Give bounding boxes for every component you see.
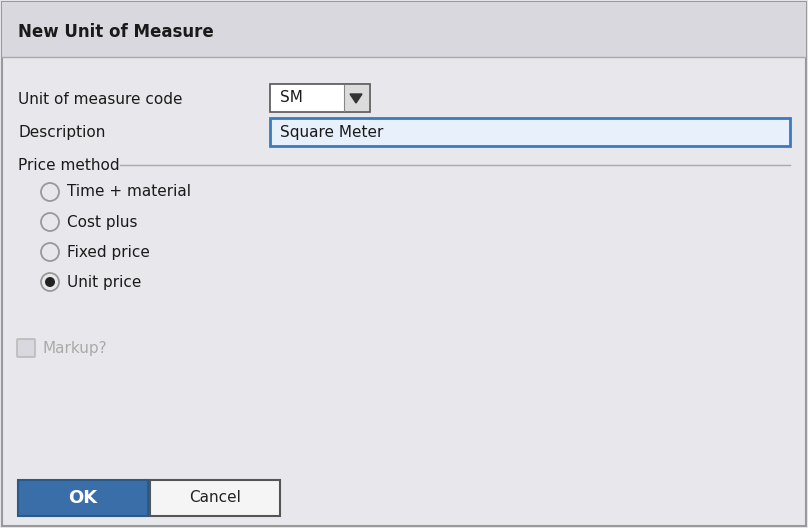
FancyBboxPatch shape: [270, 118, 790, 146]
Text: Price method: Price method: [18, 157, 120, 173]
Text: Unit of measure code: Unit of measure code: [18, 92, 183, 108]
Circle shape: [45, 277, 55, 287]
Text: Cost plus: Cost plus: [67, 214, 137, 230]
Text: Markup?: Markup?: [42, 341, 107, 355]
Circle shape: [41, 213, 59, 231]
FancyBboxPatch shape: [17, 339, 35, 357]
Text: Time + material: Time + material: [67, 184, 191, 200]
Text: Fixed price: Fixed price: [67, 244, 149, 259]
Text: Square Meter: Square Meter: [280, 125, 383, 139]
Text: Cancel: Cancel: [189, 491, 241, 505]
Text: New Unit of Measure: New Unit of Measure: [18, 23, 214, 41]
Text: SM: SM: [280, 90, 303, 106]
FancyBboxPatch shape: [2, 2, 806, 57]
FancyBboxPatch shape: [150, 480, 280, 516]
Text: Description: Description: [18, 125, 105, 139]
Circle shape: [41, 183, 59, 201]
FancyBboxPatch shape: [270, 84, 370, 112]
Polygon shape: [350, 94, 362, 103]
FancyBboxPatch shape: [344, 85, 369, 111]
Text: OK: OK: [69, 489, 98, 507]
Text: Unit price: Unit price: [67, 275, 141, 289]
Circle shape: [41, 273, 59, 291]
FancyBboxPatch shape: [18, 480, 148, 516]
Circle shape: [41, 243, 59, 261]
